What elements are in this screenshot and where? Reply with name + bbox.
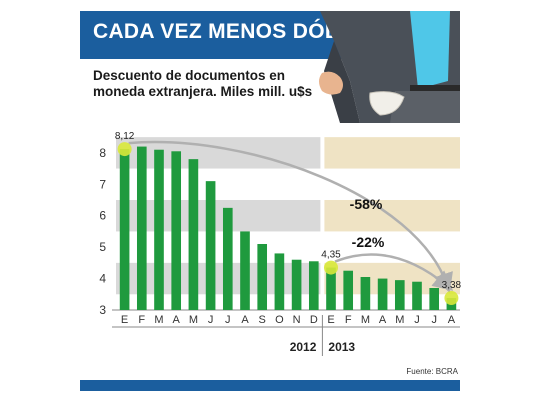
marker-0 — [117, 142, 132, 157]
band-2013-0 — [324, 137, 460, 169]
bar-7 — [240, 231, 250, 310]
arrow-0 — [128, 140, 453, 294]
x-tick-18: J — [431, 314, 437, 326]
bar-13 — [343, 270, 354, 310]
bar-6 — [222, 207, 233, 310]
pocket-lining-shape — [369, 91, 405, 116]
x-tick-1: F — [138, 314, 145, 326]
data-label-19: 3,38 — [442, 280, 462, 291]
bar-5 — [205, 181, 216, 310]
chart-title: CADA VEZ MENOS DÓLARES — [93, 20, 398, 43]
data-label-12: 4,35 — [321, 250, 341, 261]
y-tick-4: 4 — [99, 272, 106, 286]
x-tick-16: M — [395, 314, 404, 326]
footer-bar — [80, 380, 460, 391]
bar-10 — [291, 259, 302, 310]
bar-15 — [377, 278, 388, 310]
x-tick-17: J — [414, 314, 420, 326]
background-bands — [116, 137, 460, 295]
x-tick-4: M — [189, 314, 198, 326]
x-tick-7: A — [241, 314, 249, 326]
highlight-markers — [117, 142, 459, 306]
x-tick-3: A — [173, 314, 181, 326]
y-tick-7: 7 — [99, 177, 106, 191]
annotation-0: -58% — [350, 196, 383, 212]
year-label-2012: 2012 — [290, 340, 317, 354]
x-tick-2: M — [154, 314, 163, 326]
source-note: Fuente: BCRA — [406, 367, 458, 376]
bar-18 — [429, 288, 440, 310]
x-tick-14: M — [361, 314, 370, 326]
trousers-shape — [390, 91, 460, 123]
band-2012-1 — [116, 200, 321, 232]
bar-8 — [257, 244, 268, 310]
bar-17 — [412, 281, 422, 310]
bar-14 — [360, 277, 371, 310]
y-tick-5: 5 — [99, 240, 106, 254]
x-tick-6: J — [225, 314, 231, 326]
bar-4 — [188, 159, 199, 310]
chart-axes — [112, 309, 460, 356]
data-label-0: 8,12 — [115, 131, 135, 142]
x-tick-8: S — [259, 314, 266, 326]
bar-1 — [136, 146, 147, 310]
bar-2 — [154, 149, 164, 310]
x-tick-15: A — [379, 314, 387, 326]
data-labels: 8,12 4,35 3,38 — [115, 131, 462, 291]
x-tick-9: O — [275, 314, 284, 326]
x-tick-13: F — [345, 314, 352, 326]
y-tick-labels: 3 4 5 6 7 8 — [99, 146, 106, 317]
x-tick-10: N — [293, 314, 301, 326]
band-2012-2 — [116, 262, 321, 295]
bar-12 — [326, 267, 336, 310]
annotation-1: -22% — [352, 234, 385, 250]
x-tick-19: A — [448, 314, 456, 326]
bar-16 — [394, 280, 405, 310]
bar-3 — [171, 151, 182, 310]
shirt-shape — [410, 11, 450, 89]
bars — [119, 146, 457, 310]
bar-11 — [308, 261, 319, 310]
person-empty-pocket-illustration — [319, 11, 460, 123]
bar-9 — [274, 253, 285, 310]
year-labels: 2012 2013 — [290, 340, 356, 354]
change-arrows: -58% -22% — [128, 140, 454, 294]
marker-12 — [324, 260, 338, 275]
belt-shape — [410, 85, 460, 92]
x-tick-5: J — [208, 314, 214, 326]
hand-shape — [319, 71, 343, 95]
y-tick-6: 6 — [99, 209, 106, 223]
y-tick-8: 8 — [99, 146, 106, 160]
x-tick-12: E — [327, 314, 334, 326]
subtitle-line-1: Descuento de documentos en — [93, 68, 286, 83]
y-tick-3: 3 — [99, 303, 106, 317]
year-label-2013: 2013 — [328, 340, 355, 354]
x-tick-11: D — [310, 314, 318, 326]
chart-subtitle: Descuento de documentos en moneda extran… — [93, 68, 323, 100]
arrow-1 — [334, 253, 454, 291]
bar-0 — [119, 149, 130, 310]
x-tick-0: E — [121, 314, 128, 326]
marker-19 — [444, 291, 459, 306]
subtitle-line-2: moneda extranjera. Miles mill. u$s — [93, 84, 313, 99]
